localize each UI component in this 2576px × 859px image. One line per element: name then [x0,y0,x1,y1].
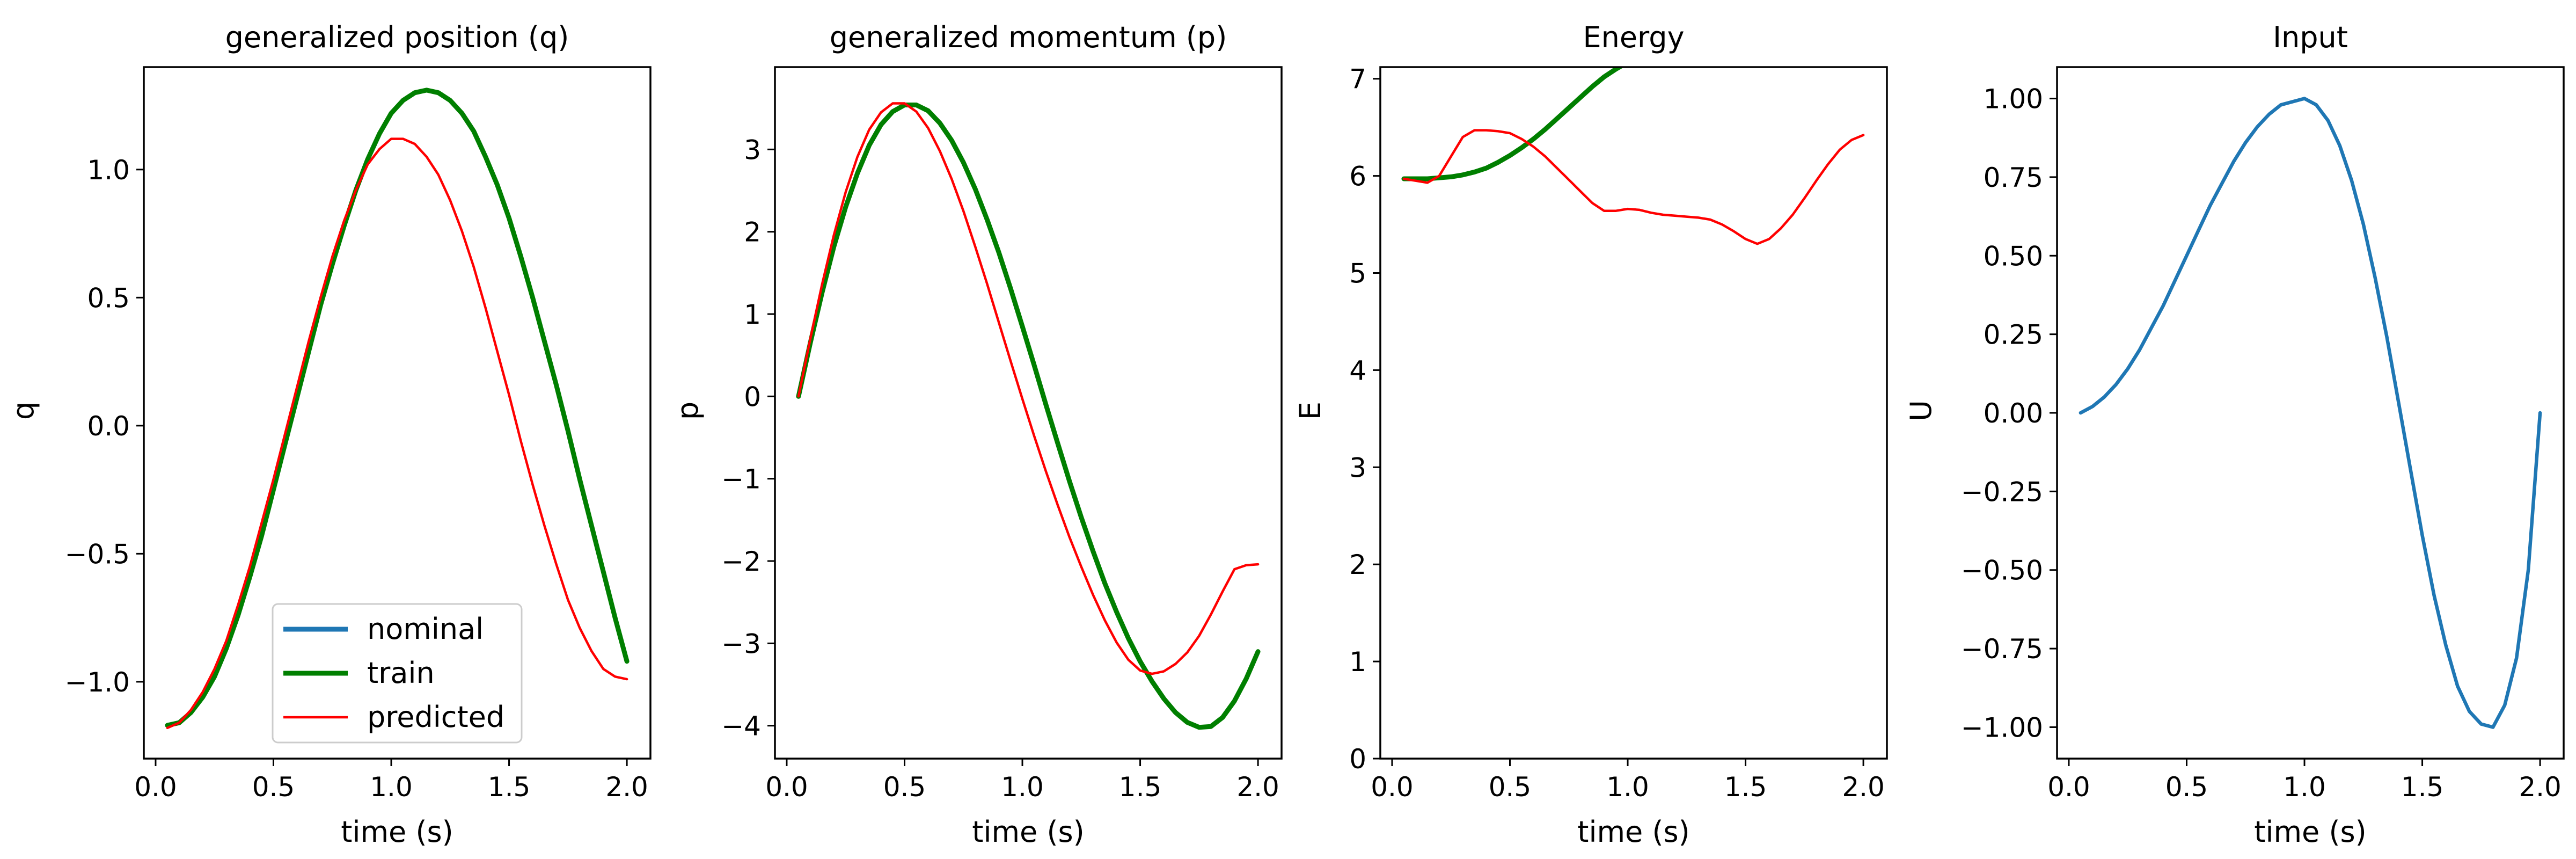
axes-frame [2056,66,2565,760]
plot-area: 0.0 0.5 1.0 1.5 2.0 −1.00 −0.75 −0.50 −0.25 0.00 0… [1961,84,2562,803]
series-line-train [165,88,630,728]
x-tick-label: 2.0 [2519,771,2562,803]
x-tick-label: 1.5 [2401,771,2444,803]
y-tick-label: 1.00 [1984,84,2043,115]
x-tick-label: 0.0 [134,771,177,803]
y-tick-label: 0.00 [1984,398,2043,429]
x-tick-label: 0.5 [883,771,926,803]
y-tick-label: 6 [1349,161,1366,192]
x-tick-label: 1.5 [488,771,531,803]
series-line-predicted [1402,129,1865,245]
series-line-train [1401,67,1624,181]
y-tick-label: −0.5 [65,538,130,570]
series-line-predicted [797,102,1260,675]
panel-momentum: generalized momentum (p) time (s) p 0.0 0… [671,20,1283,849]
plot-area: 0.0 0.5 1.0 1.5 2.0 −4 −3 −2 −1 0 1 2 3 [721,102,1279,803]
axes-frame [143,66,652,760]
y-tick-label: 0.5 [87,282,130,314]
y-tick-label: −1 [721,464,761,495]
y-tick-label: −4 [721,711,761,742]
y-axis-label: p [671,402,705,420]
axes-frame [774,66,1283,760]
y-tick-label: −2 [721,546,761,577]
y-tick-label: 2 [744,217,761,248]
y-axis-label: q [6,402,40,420]
panel-title: generalized momentum (p) [830,20,1227,54]
panel-title: generalized position (q) [225,20,569,54]
y-tick-label: −0.75 [1961,634,2043,665]
panel-title: Input [2273,20,2348,54]
legend-box [272,603,523,744]
series-line-predicted [166,137,628,730]
y-tick-label: 2 [1349,549,1366,580]
x-tick-label: 0.5 [252,771,295,803]
panel-energy: Energy time (s) E 0.0 0.5 1.0 1.5 2.0 0 1 2 3 4 5 6… [1293,20,1888,849]
y-tick-label: −0.50 [1961,555,2043,586]
panel-title: Energy [1583,20,1684,54]
x-tick-label: 0.5 [1489,771,1532,803]
x-tick-label: 1.5 [1724,771,1767,803]
legend-label-train: train [367,656,435,690]
y-tick-label: 0.25 [1984,319,2043,351]
series-line-train [796,103,1261,730]
y-tick-label: 0.50 [1984,241,2043,272]
y-tick-label: −1.00 [1961,712,2043,743]
y-tick-label: −3 [721,628,761,659]
legend-label-predicted: predicted [367,700,504,734]
x-axis-label: time (s) [341,815,453,849]
y-tick-label: −0.25 [1961,476,2043,507]
legend-label-nominal: nominal [367,612,484,646]
y-tick-label: 0 [744,381,761,412]
x-tick-label: 0.0 [1371,771,1414,803]
series-line-input [2079,97,2542,729]
x-tick-label: 2.0 [605,771,648,803]
y-tick-label: 0.75 [1984,162,2043,193]
x-tick-label: 1.0 [1001,771,1044,803]
y-tick-label: −1.0 [65,667,130,698]
x-tick-label: 2.0 [1842,771,1885,803]
axes-frame [1379,66,1888,760]
y-axis-label: E [1293,402,1327,420]
x-tick-label: 0.5 [2165,771,2208,803]
y-tick-label: 1.0 [87,155,130,186]
x-tick-label: 1.0 [1606,771,1649,803]
panel-position: generalized position (q) time (s) q 0.0 0… [6,20,652,849]
y-tick-label: 4 [1349,355,1366,386]
x-tick-label: 1.0 [370,771,413,803]
x-axis-label: time (s) [1577,815,1689,849]
plot-area: 0.0 0.5 1.0 1.5 2.0 −1.0 −0.5 0.0 0.5 1.0 [65,88,648,803]
y-tick-label: 3 [1349,452,1366,483]
x-tick-label: 0.0 [2047,771,2090,803]
plot-area: 0.0 0.5 1.0 1.5 2.0 0 1 2 3 4 5 6 7 [1349,64,1885,803]
y-tick-label: 0 [1349,744,1366,775]
y-tick-label: 7 [1349,64,1366,95]
y-tick-label: 1 [744,299,761,330]
y-tick-label: 3 [744,134,761,165]
y-axis-label: U [1904,400,1938,421]
y-tick-label: 1 [1349,646,1366,678]
y-tick-label: 0.0 [87,411,130,442]
legend: nominal train predicted [272,603,523,744]
x-tick-label: 2.0 [1236,771,1279,803]
y-tick-label: 5 [1349,258,1366,289]
x-tick-label: 0.0 [765,771,808,803]
x-tick-label: 1.0 [2283,771,2326,803]
x-tick-label: 1.5 [1119,771,1162,803]
x-axis-label: time (s) [2254,815,2366,849]
panel-input: Input time (s) U 0.0 0.5 1.0 1.5 2.0 −1.00 −0.… [1904,20,2565,849]
x-axis-label: time (s) [972,815,1084,849]
